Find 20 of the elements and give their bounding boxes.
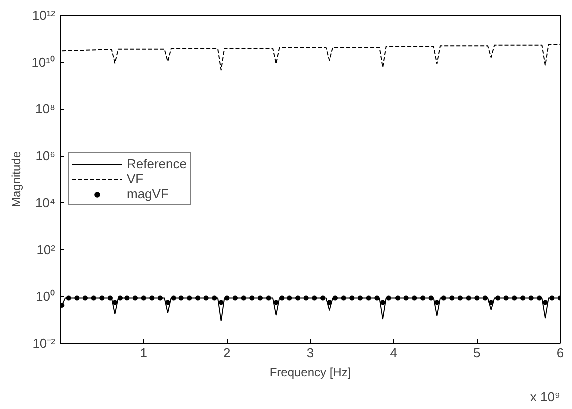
legend-label: magVF: [127, 186, 169, 202]
x-tick-label: 6: [556, 346, 564, 360]
y-tick-label: 10⁸: [36, 102, 56, 117]
x-tick-label: 1: [140, 346, 148, 360]
y-tick-label: 10²: [36, 242, 56, 258]
y-axis-title: Magnitude: [10, 151, 24, 208]
y-tick-label: 10¹²: [32, 8, 56, 23]
x-tick-label: 3: [306, 346, 314, 360]
y-tick-label: 10¹⁰: [32, 54, 56, 70]
y-tick-label: 10⁻²: [32, 336, 56, 351]
x-tick-label: 4: [390, 346, 398, 360]
x-tick-label: 5: [474, 346, 481, 360]
y-tick-label: 10⁰: [36, 289, 56, 304]
y-tick-label: 10⁶: [36, 148, 56, 164]
x-tick-label: 2: [224, 346, 231, 360]
text: x 10⁹: [530, 390, 560, 404]
legend-label: Reference: [127, 156, 187, 172]
y-tick-label: 10⁴: [35, 195, 56, 210]
x-axis-title: Frequency [Hz]: [270, 366, 352, 380]
legend-label: VF: [127, 172, 145, 186]
